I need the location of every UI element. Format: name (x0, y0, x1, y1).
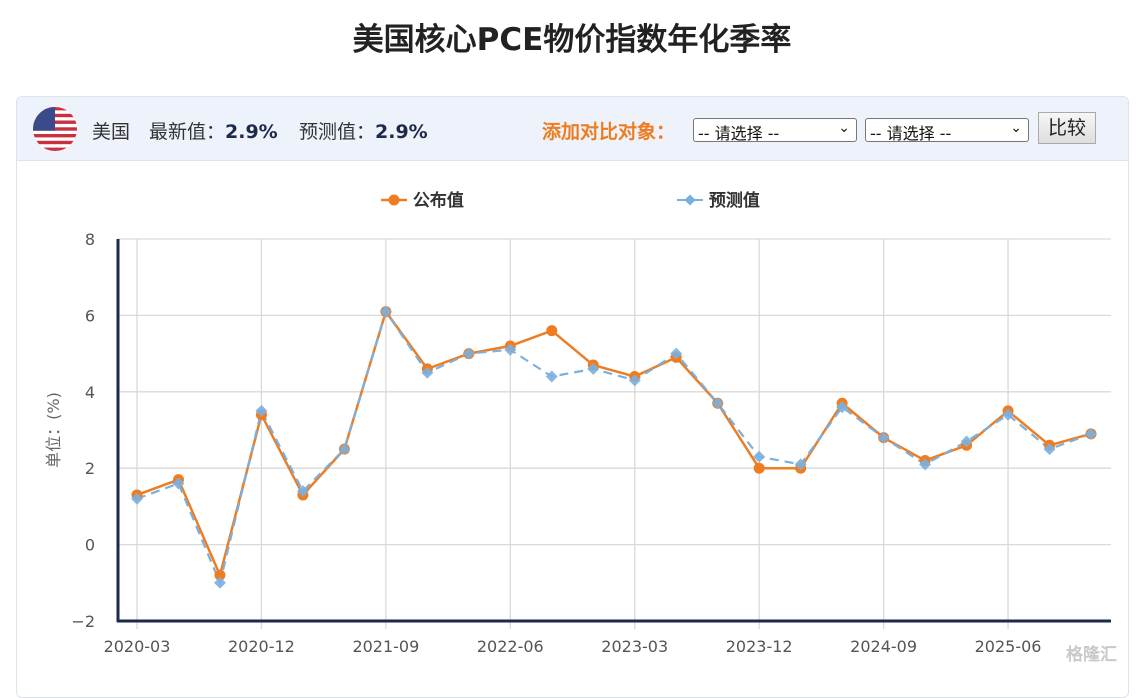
legend-forecast-label: 预测值 (708, 191, 760, 211)
circle-marker-icon (381, 194, 407, 206)
forecast-value: 预测值：2.9% (299, 117, 428, 144)
legend-published-label: 公布值 (412, 191, 464, 211)
diamond-marker-icon (677, 194, 703, 206)
compare-button[interactable]: 比较 (1038, 112, 1096, 144)
indicator-card: 美国 最新值：2.9% 预测值：2.9% 添加对比对象： -- 请选择 -- ⌄… (16, 96, 1129, 698)
us-flag-icon (33, 107, 77, 151)
page-title: 美国核心PCE物价指数年化季率 (352, 22, 792, 58)
legend-forecast[interactable]: 预测值 (677, 186, 760, 211)
select-1-value: -- 请选择 -- (698, 124, 780, 143)
chevron-down-icon: ⌄ (838, 120, 850, 136)
legend-published[interactable]: 公布值 (381, 186, 464, 211)
compare-label: 添加对比对象： (542, 121, 676, 143)
forecast-label: 预测值： (299, 121, 376, 143)
latest-number: 2.9% (225, 121, 278, 143)
compare-select-1[interactable]: -- 请选择 -- ⌄ (693, 118, 857, 143)
card-header: 美国 最新值：2.9% 预测值：2.9% 添加对比对象： -- 请选择 -- ⌄… (17, 97, 1128, 161)
chevron-down-icon: ⌄ (1010, 120, 1022, 136)
latest-label: 最新值： (149, 121, 226, 143)
country-name: 美国 (92, 121, 131, 143)
forecast-number: 2.9% (375, 121, 428, 143)
select-2-value: -- 请选择 -- (870, 124, 952, 143)
compare-select-2[interactable]: -- 请选择 -- ⌄ (865, 118, 1029, 143)
latest-value: 最新值：2.9% (149, 117, 278, 144)
watermark: 格隆汇 (1066, 645, 1117, 665)
